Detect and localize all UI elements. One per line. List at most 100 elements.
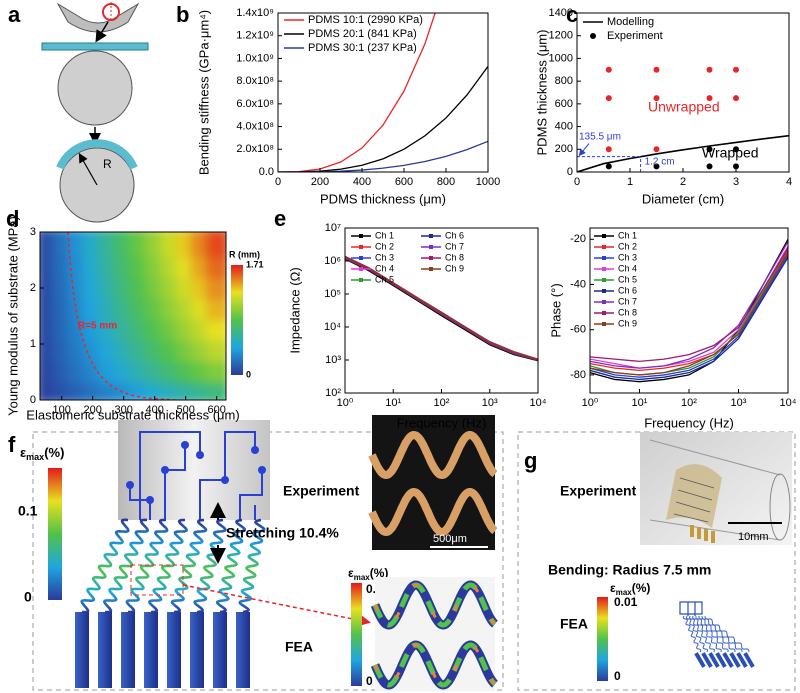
x-tick-label: 10¹ (632, 397, 648, 409)
mini-pad (708, 652, 720, 668)
mini-wire (704, 615, 750, 653)
plot-frame (39, 231, 227, 401)
legend-label: Ch 2 (618, 241, 637, 251)
legend-label: Ch 6 (445, 230, 464, 240)
y-tick-label: 10⁴ (324, 321, 341, 333)
micrograph-traces (368, 430, 498, 537)
x-tick-label: 10² (681, 397, 697, 409)
radius-label: R (103, 157, 112, 171)
zoom-arrow (182, 584, 371, 627)
colorbar-title: εmax(%) (610, 581, 650, 597)
x-tick-label: 10² (434, 397, 450, 409)
legend-marker (602, 278, 606, 282)
data-point (653, 163, 660, 170)
unit: (%) (44, 445, 64, 460)
x-tick-label: 800 (437, 176, 455, 188)
electrode-pad (121, 612, 135, 688)
data-line (590, 238, 788, 383)
data-line (590, 252, 788, 376)
legend-label: Ch 9 (618, 318, 637, 328)
legend-marker (602, 234, 606, 238)
y-tick-label: 600 (555, 98, 573, 110)
legend-marker (602, 289, 606, 293)
legend-label: PDMS 10:1 (2990 KPa) (308, 14, 423, 26)
x-tick-label: 600 (208, 404, 226, 416)
plot-frame (277, 12, 489, 173)
y-tick-label: 1.2x10⁹ (236, 30, 274, 42)
y-tick-label: 3 (30, 226, 36, 238)
legend-marker (602, 322, 606, 326)
y-tick-label: 8.0x10⁸ (236, 75, 274, 87)
y-tick-label: 1.4x10⁹ (236, 7, 274, 19)
colorbar (231, 265, 243, 375)
gold-trace (368, 487, 498, 537)
y-tick-label: 1200 (549, 30, 573, 42)
y-axis-title: Young modulus of substrate (MPa) (5, 216, 20, 416)
fea-label: FEA (285, 639, 313, 655)
x-tick-label: 10⁴ (780, 397, 797, 409)
data-point (706, 66, 713, 73)
legend-label: Ch 3 (375, 252, 394, 262)
experiment-label: Experiment (560, 483, 637, 499)
legend-marker (429, 245, 433, 249)
gold-trace (368, 430, 498, 480)
data-line (590, 248, 788, 363)
x-tick-label: 1000 (476, 176, 500, 188)
electrode-pad (75, 612, 89, 688)
colorbar-tick: 0 (614, 669, 621, 683)
data-point (605, 163, 612, 170)
data-point (706, 163, 713, 170)
serpentine-wire (193, 518, 227, 614)
legend-label: Ch 4 (618, 263, 637, 273)
colorbar-title: εmax(%) (20, 445, 64, 462)
y-axis-title: Impedance (Ω) (287, 267, 302, 353)
plot-area (590, 238, 788, 383)
data-point (733, 146, 739, 153)
heatmap-cell (206, 232, 226, 257)
photo-content (649, 439, 791, 543)
x-axis-title: Elastomeric substrate thickness (μm) (26, 407, 239, 422)
data-line (278, 13, 436, 172)
data-point (733, 163, 739, 170)
legend-marker (602, 245, 606, 249)
serpentine-wire (238, 518, 266, 614)
panel-letter: e (274, 206, 286, 231)
y-tick-label: 10⁷ (325, 222, 341, 234)
legend-label: Ch 8 (618, 307, 637, 317)
x-tick-label: 10⁴ (530, 397, 547, 409)
contour-line (67, 232, 176, 400)
legend-label: Ch 1 (618, 230, 637, 240)
y-axis-title: Bending stiffness (GPa·μm⁴) (196, 10, 211, 175)
fea-trace (373, 643, 496, 687)
electrode-pad (213, 612, 227, 688)
heatmap (40, 232, 226, 400)
data-line (345, 255, 538, 360)
serpentine-wire (102, 518, 150, 614)
annotation: Wrapped (702, 145, 759, 161)
bending-label: Bending: Radius 7.5 mm (548, 562, 711, 578)
y-tick-label: -40 (570, 278, 586, 290)
experiment-label: Experiment (283, 483, 360, 499)
y-tick-label: 10² (325, 387, 341, 399)
panel-letter: f (8, 432, 16, 457)
x-tick-label: 4 (786, 176, 792, 188)
annotation: Unwrapped (648, 99, 720, 115)
plot-area (40, 232, 226, 400)
y-tick-label: 1400 (549, 7, 573, 19)
legend-marker (359, 245, 363, 249)
unit: (%) (632, 581, 651, 595)
data-line (590, 241, 788, 369)
mini-wire (698, 616, 736, 652)
colorbar-tick: 0.1 (18, 503, 38, 519)
y-tick-label: 200 (555, 143, 573, 155)
x-tick-label: 500 (177, 404, 195, 416)
legend-label: Experiment (607, 30, 663, 42)
plot-area (345, 255, 538, 362)
subscript: max (354, 573, 371, 582)
electrode-pad (236, 612, 250, 688)
y-tick-label: 400 (555, 120, 573, 132)
data-line (345, 258, 538, 362)
device-illustration (75, 420, 270, 688)
scale-label: 500μm (433, 533, 467, 545)
